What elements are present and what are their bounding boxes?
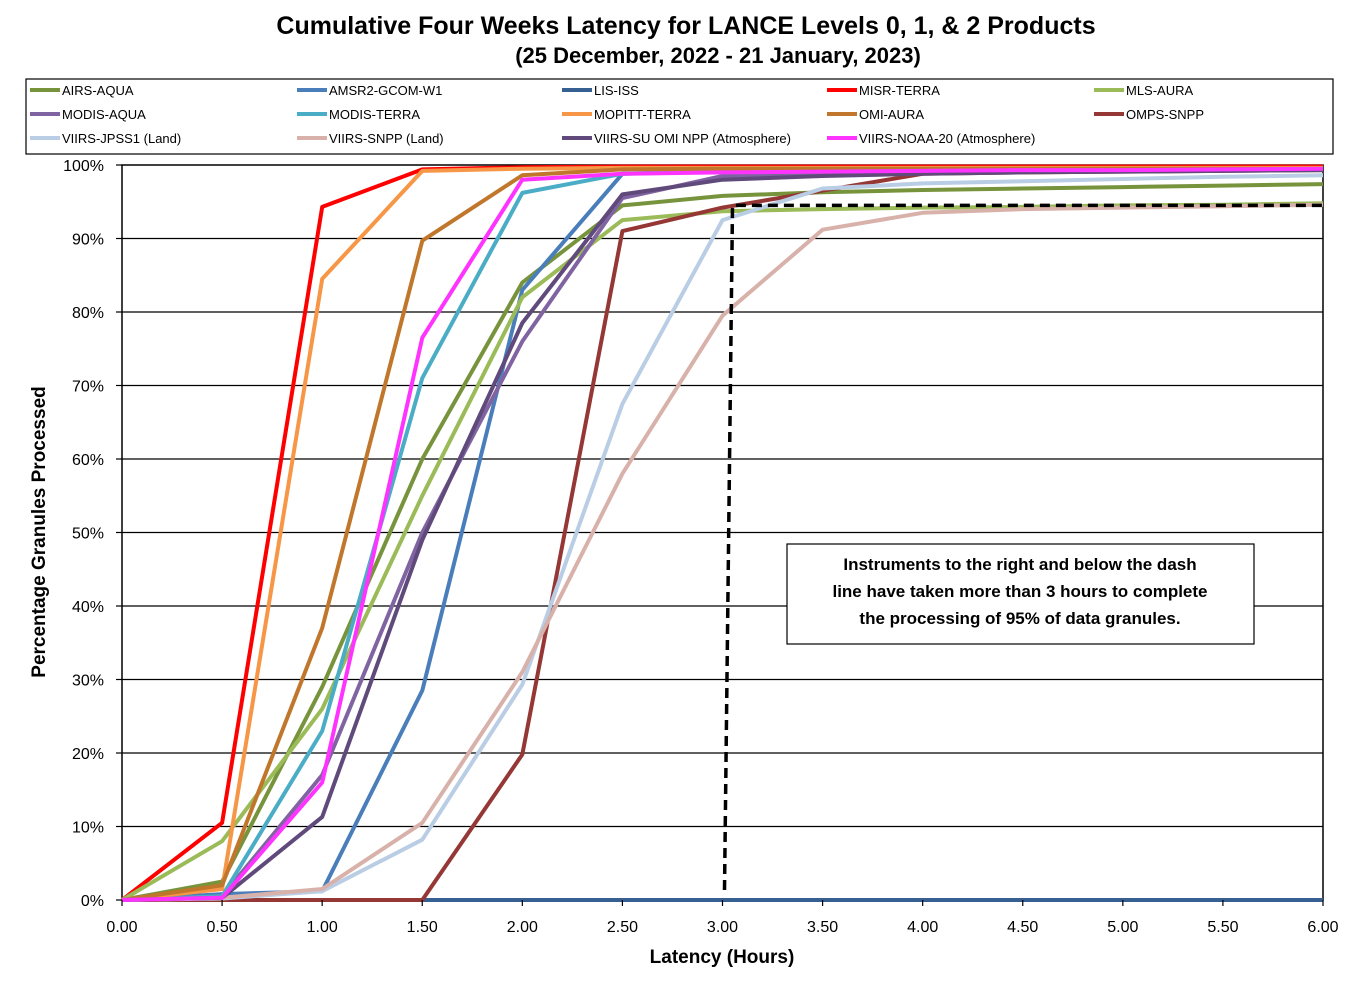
threshold-dashed-line <box>722 203 1323 891</box>
chart-title: Cumulative Four Weeks Latency for LANCE … <box>276 12 1095 40</box>
legend-label-viirs-noaa-20-atmosphere: VIIRS-NOAA-20 (Atmosphere) <box>859 131 1035 146</box>
x-tick-label: 4.50 <box>1007 919 1038 936</box>
series-line-airs-aqua <box>121 182 1324 902</box>
legend-label-viirs-snpp-land: VIIRS-SNPP (Land) <box>329 131 444 146</box>
y-tick-label: 30% <box>72 673 104 690</box>
legend-label-viirs-su-omi-npp-atmosphere: VIIRS-SU OMI NPP (Atmosphere) <box>594 131 791 146</box>
x-axis-label: Latency (Hours) <box>650 947 795 968</box>
x-axis-ticks: 0.00 0.50 1.00 1.50 2.00 2.50 3.00 3.50 4.00 4.50… <box>106 900 1339 936</box>
x-tick-label: 1.00 <box>307 919 338 936</box>
x-tick-label: 2.50 <box>607 919 638 936</box>
legend-label-modis-terra: MODIS-TERRA <box>329 107 420 122</box>
chart-subtitle: (25 December, 2022 - 21 January, 2023) <box>515 43 921 68</box>
y-tick-label: 90% <box>72 232 104 249</box>
y-tick-label: 80% <box>72 305 104 322</box>
y-tick-label: 20% <box>72 746 104 763</box>
x-tick-label: 6.00 <box>1307 919 1338 936</box>
x-tick-label: 2.00 <box>507 919 538 936</box>
y-tick-label: 0% <box>81 893 104 910</box>
legend: AIRS-AQUA AMSR2-GCOM-W1 LIS-ISS MISR-TERRA M… <box>30 83 1204 146</box>
x-tick-label: 3.00 <box>707 919 738 936</box>
x-tick-label: 1.50 <box>407 919 438 936</box>
series-line-viirs-snpp-land <box>121 202 1324 902</box>
legend-label-mopitt-terra: MOPITT-TERRA <box>594 107 691 122</box>
series-line-viirs-jpss1-land <box>121 173 1324 902</box>
x-tick-label: 5.00 <box>1107 919 1138 936</box>
annotation-line-3: the processing of 95% of data granules. <box>859 609 1180 628</box>
legend-label-omps-snpp: OMPS-SNPP <box>1126 107 1204 122</box>
y-tick-label: 60% <box>72 452 104 469</box>
annotation-box <box>786 543 1255 645</box>
legend-label-amsr2-gcom-w1: AMSR2-GCOM-W1 <box>329 83 442 98</box>
y-tick-label: 10% <box>72 820 104 837</box>
y-tick-label: 100% <box>63 158 104 175</box>
y-tick-label: 40% <box>72 599 104 616</box>
x-tick-label: 5.50 <box>1207 919 1238 936</box>
y-tick-label: 50% <box>72 526 104 543</box>
series-line-viirs-noaa-20-atmosphere <box>121 166 1324 902</box>
x-tick-label: 0.50 <box>207 919 238 936</box>
legend-label-misr-terra: MISR-TERRA <box>859 83 940 98</box>
legend-label-modis-aqua: MODIS-AQUA <box>62 107 146 122</box>
grid-lines <box>122 237 1323 828</box>
legend-label-airs-aqua: AIRS-AQUA <box>62 83 134 98</box>
y-axis-ticks: 0% 10% 20% 30% 40% 50% 60% 70% 80% 90% 100% <box>63 158 122 910</box>
y-axis-label: Percentage Granules Processed <box>29 386 50 677</box>
y-tick-label: 70% <box>72 379 104 396</box>
annotation-line-2: line have taken more than 3 hours to com… <box>832 582 1207 601</box>
legend-label-viirs-jpss1-land: VIIRS-JPSS1 (Land) <box>62 131 181 146</box>
annotation-line-1: Instruments to the right and below the d… <box>843 555 1196 574</box>
x-tick-label: 3.50 <box>807 919 838 936</box>
legend-label-lis-iss: LIS-ISS <box>594 83 639 98</box>
legend-label-mls-aura: MLS-AURA <box>1126 83 1194 98</box>
x-tick-label: 4.00 <box>907 919 938 936</box>
legend-label-omi-aura: OMI-AURA <box>859 107 924 122</box>
x-tick-label: 0.00 <box>106 919 137 936</box>
